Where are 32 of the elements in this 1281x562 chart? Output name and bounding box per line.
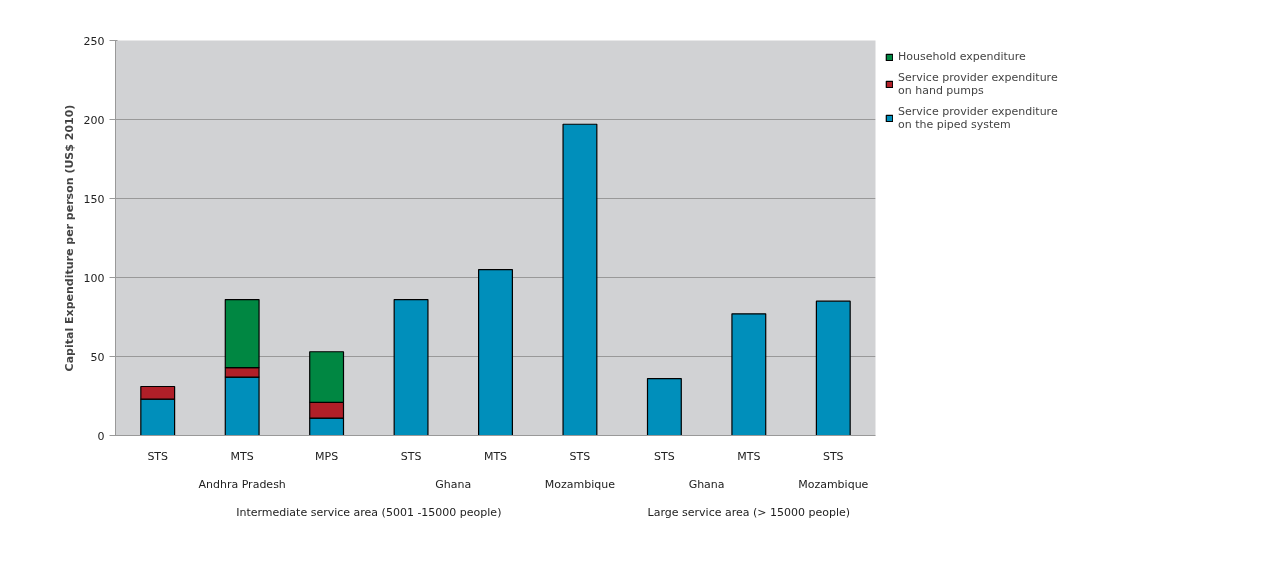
x-tick-label: STS: [569, 449, 591, 463]
bar: [646, 378, 682, 436]
x-tick-label: MTS: [737, 449, 761, 463]
y-tick-label: 0: [97, 429, 105, 443]
text: Mozambique: [544, 477, 616, 491]
text: Andhra Pradesh: [198, 477, 286, 491]
y-tick-label: 250: [83, 34, 105, 48]
bar: [731, 313, 767, 436]
bar: [815, 300, 851, 436]
bar: [562, 123, 598, 436]
legend-label: Household expenditure: [898, 50, 1026, 63]
text: Mozambique: [798, 477, 869, 491]
text: Ghana: [435, 477, 472, 491]
x-tick-label: STS: [822, 449, 844, 463]
y-tick-label: 150: [83, 192, 105, 206]
legend-label: Service provider expenditure on the piped system: [898, 105, 1058, 131]
y-tick-label: 200: [83, 113, 105, 127]
text: Ghana: [688, 477, 725, 491]
y-axis-title: Capital Expenditure per person (US$ 2010): [62, 104, 76, 372]
x-tick-label: MPS: [315, 449, 339, 463]
x-tick-label: MTS: [230, 449, 254, 463]
legend-label: Service provider expenditure on hand pumps: [898, 71, 1058, 97]
y-tick-label: 50: [90, 350, 105, 364]
bar: [393, 299, 429, 436]
text: Large service area (> 15000 people): [647, 505, 851, 519]
x-tick-label: STS: [400, 449, 422, 463]
y-tick-label: 100: [83, 271, 105, 285]
text: Intermediate service area (5001 -15000 people): [236, 505, 502, 519]
x-tick-label: STS: [654, 449, 675, 463]
bar: [478, 269, 513, 436]
x-tick-label: STS: [147, 449, 169, 463]
x-tick-label: MTS: [483, 449, 508, 463]
